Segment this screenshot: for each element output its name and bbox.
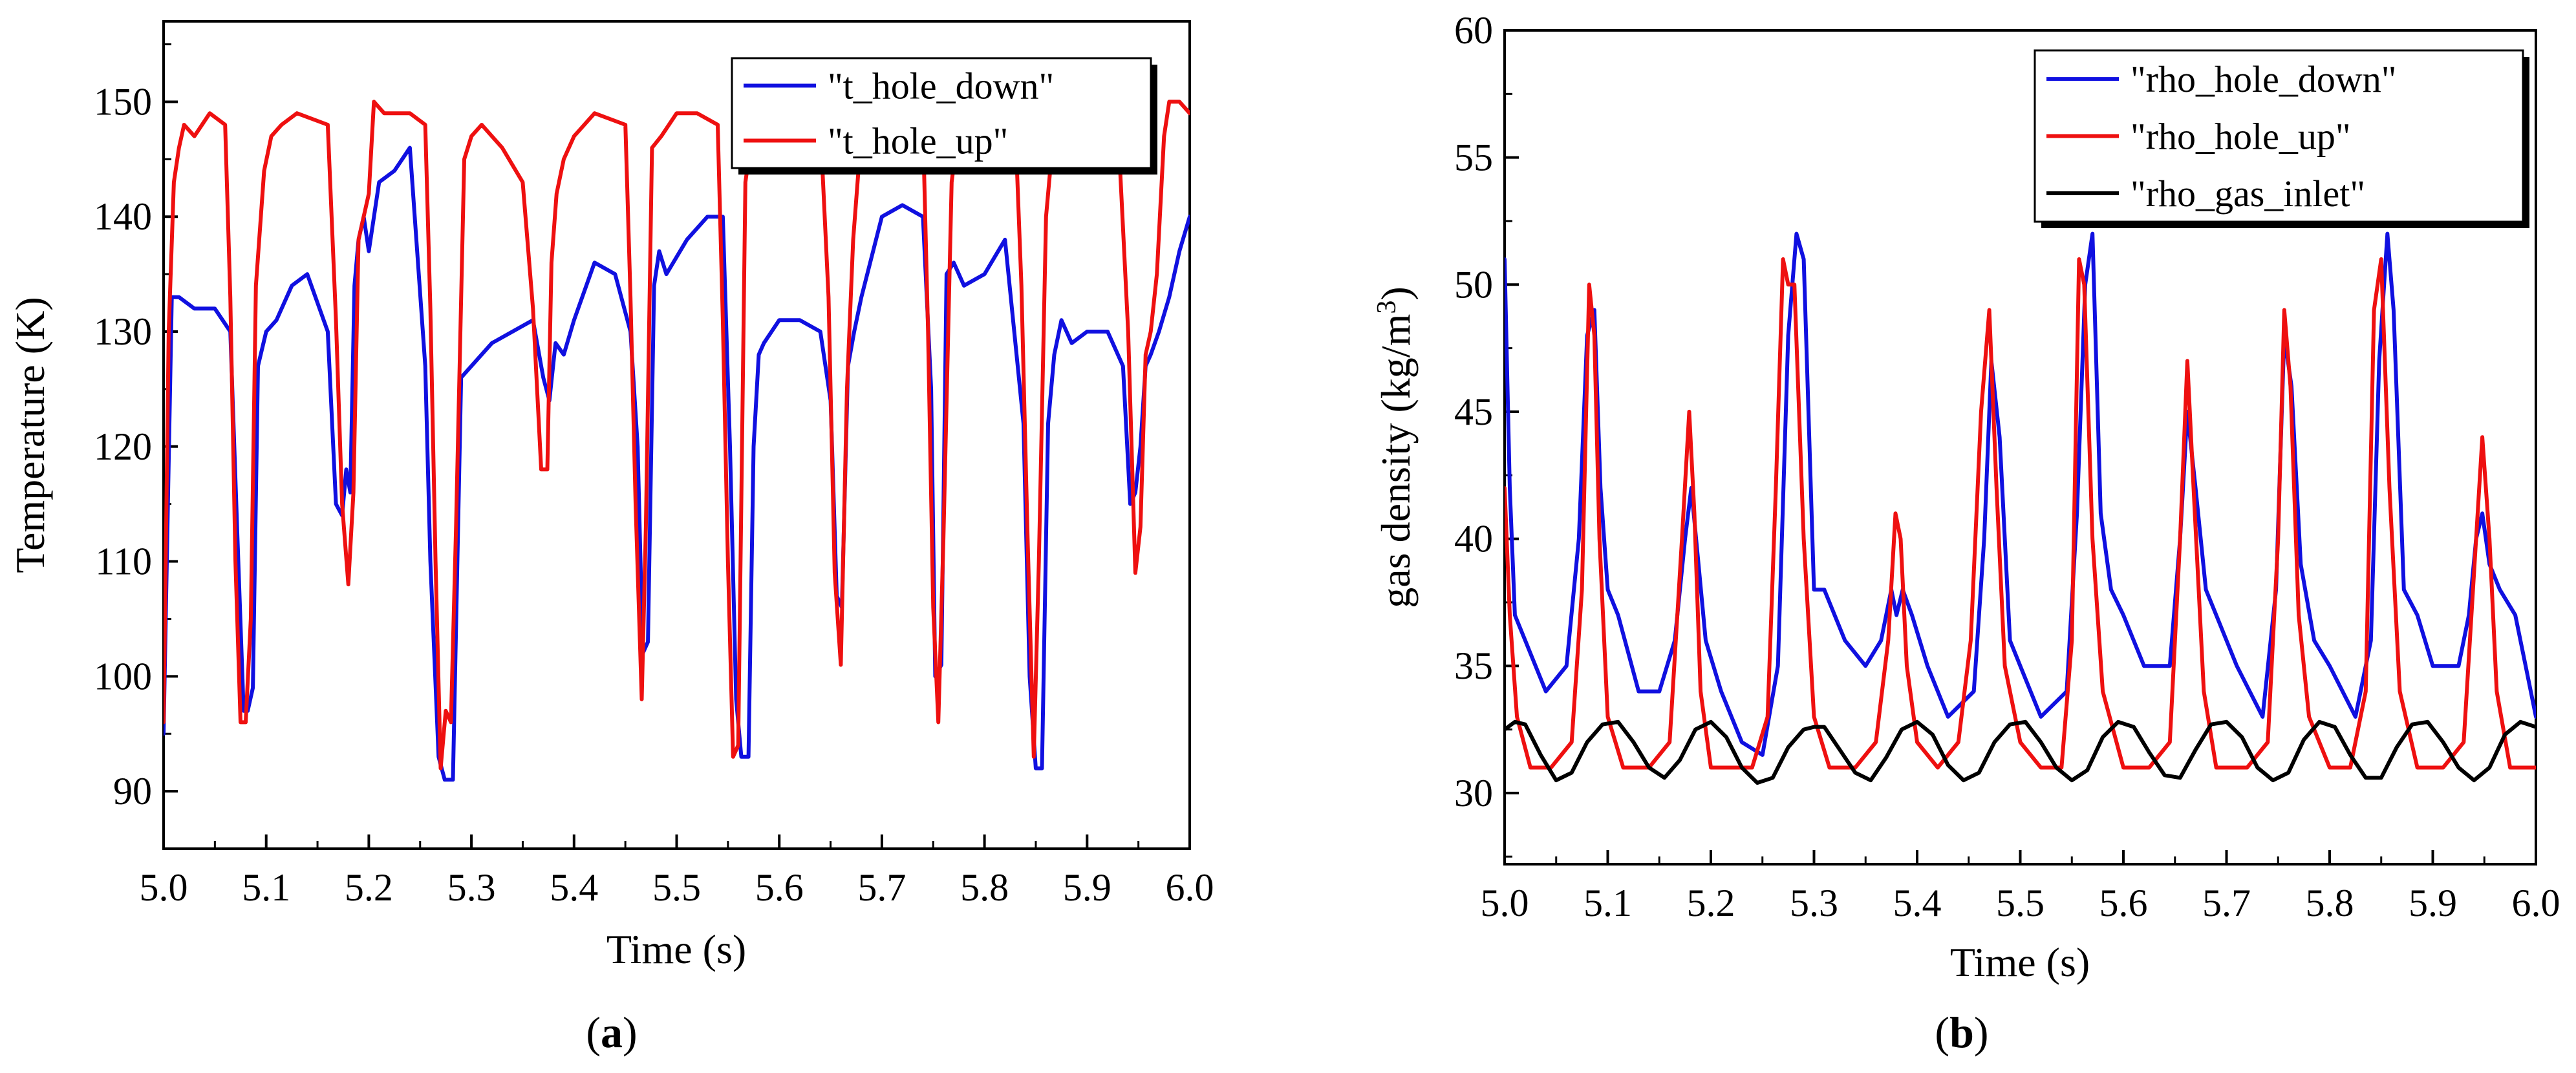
panel-b-xtick-label: 5.3 [1790,882,1838,924]
panel-b-legend-label-2: "rho_gas_inlet" [2131,173,2365,215]
panel-a-xtick-label: 5.9 [1063,866,1111,909]
panel-a-series-line-0 [164,145,1190,782]
panel-b-ylabel: gas density (kg/m3) [1372,286,1419,608]
panel-b-series [1505,231,2536,785]
panel-a-xtick-label: 5.4 [550,866,598,909]
panel-a-xtick-label: 5.2 [345,866,393,909]
panel-a-ylabel: Temperature (K) [7,297,53,573]
panel-a-series-line-1 [164,100,1190,770]
panel-b-ticks: 5.0 5.1 5.2 5.3 5.4 5.5 5.6 5.7 5.8 5.9 6.0 30 35 40 4… [1454,9,2560,924]
panel-b-legend: "rho_hole_down" "rho_hole_up" "rho_gas_inl… [2034,49,2529,228]
panel-a-legend-box [731,57,1152,169]
panel-a-xtick-label: 5.7 [857,866,906,909]
panel-b-ylabel-end: ) [1373,286,1419,300]
panel-a-ytick-label: 150 [94,80,152,123]
panel-a-legend: "t_hole_down" "t_hole_up" [731,57,1157,175]
panel-b-caption: (b) [1935,1008,1988,1057]
panel-b-ytick-label: 40 [1454,518,1493,560]
panel-a-ytick-label: 90 [113,770,152,813]
panel-b-series-line-2 [1505,719,2536,785]
panel-a-caption: (a) [586,1008,637,1057]
panel-b-xtick-label: 5.1 [1583,882,1632,924]
panel-b-xtick-label: 5.5 [1996,882,2045,924]
panel-a-temperature-chart: 5.0 5.1 5.2 5.3 5.4 5.5 5.6 5.7 5.8 5.9 6.0 90 100 11… [7,20,1214,1057]
panel-b-xtick-label: 5.6 [2099,882,2148,924]
panel-b-xtick-label: 5.8 [2306,882,2354,924]
panel-b-ytick-label: 55 [1454,136,1493,179]
panel-b-ylabel-sup: 3 [1372,301,1402,314]
panel-a-xtick-label: 5.8 [960,866,1009,909]
panel-a-xtick-label: 5.3 [447,866,496,909]
panel-a-legend-label-1: "t_hole_up" [828,120,1008,162]
panel-a-ytick-label: 110 [95,540,152,583]
panel-b-ytick-label: 30 [1454,772,1493,814]
panel-a-xtick-label: 5.6 [755,866,804,909]
panel-a-xlabel: Time (s) [606,926,746,972]
panel-a-xtick-label: 5.0 [140,866,188,909]
panel-a-xtick-label: 5.5 [652,866,701,909]
panel-a-legend-label-0: "t_hole_down" [828,65,1054,107]
panel-b-xtick-label: 6.0 [2512,882,2560,924]
panel-b-caption-letter: b [1949,1008,1974,1057]
panel-a-ticks: 5.0 5.1 5.2 5.3 5.4 5.5 5.6 5.7 5.8 5.9 6.0 90 100 11… [94,43,1214,909]
panel-b-ytick-label: 60 [1454,9,1493,52]
panel-a-ytick-label: 130 [94,310,152,353]
panel-b-xtick-label: 5.4 [1893,882,1942,924]
panel-b-xtick-label: 5.9 [2409,882,2457,924]
panel-b-legend-label-0: "rho_hole_down" [2131,58,2396,100]
panel-a-xtick-label: 5.1 [242,866,290,909]
panel-b-ylabel-main: gas density (kg/m [1373,314,1419,608]
panel-b-ytick-label: 45 [1454,390,1493,433]
panel-a-series [164,100,1190,782]
panel-b-legend-label-1: "rho_hole_up" [2131,116,2351,158]
panel-b-gas-density-chart: 5.0 5.1 5.2 5.3 5.4 5.5 5.6 5.7 5.8 5.9 6.0 30 35 40 4… [1372,9,2560,1057]
panel-a-ytick-label: 100 [94,655,152,697]
panel-b-xtick-label: 5.7 [2202,882,2251,924]
panel-a-ytick-label: 120 [94,425,152,468]
panel-b-series-line-1 [1505,257,2536,770]
panel-b-xlabel: Time (s) [1950,939,2090,985]
panel-b-ytick-label: 35 [1454,644,1493,687]
panel-b-ytick-label: 50 [1454,263,1493,306]
panel-a-xtick-label: 6.0 [1166,866,1214,909]
panel-a-caption-letter: a [601,1008,623,1057]
panel-b-xtick-label: 5.2 [1687,882,1735,924]
panel-a-ytick-label: 140 [94,195,152,238]
panel-b-xtick-label: 5.0 [1481,882,1529,924]
